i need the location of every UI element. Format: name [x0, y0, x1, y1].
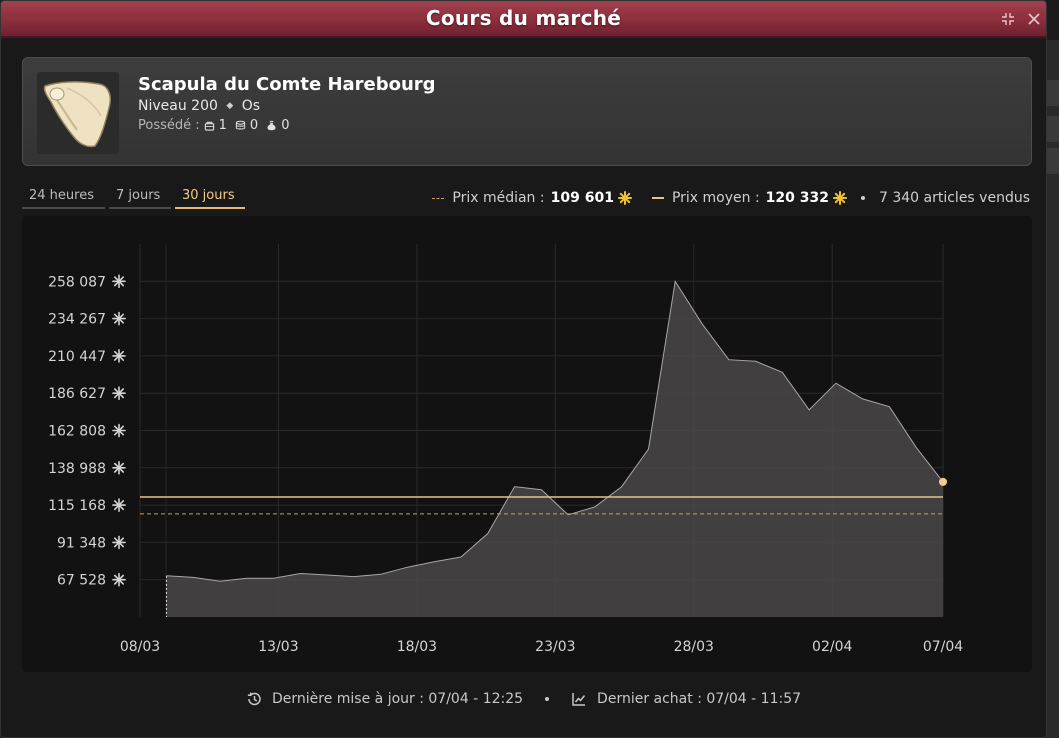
item-level: Niveau 200 [138, 98, 218, 114]
y-tick-label: 258 087 [48, 274, 106, 290]
period-tabs: 24 heures 7 jours 30 jours [22, 187, 245, 209]
minimize-icon[interactable] [997, 8, 1019, 30]
last-purchase: Dernier achat : 07/04 - 11:57 [597, 691, 802, 707]
history-icon [247, 692, 261, 706]
x-tick-label: 18/03 [397, 639, 437, 655]
price-line [166, 280, 944, 582]
scapula-item-icon [37, 72, 119, 154]
x-tick-label: 07/04 [923, 639, 963, 655]
y-tick-label: 210 447 [48, 349, 106, 365]
window-title: Cours du marché [425, 6, 622, 30]
footer: Dernière mise à jour : 07/04 - 12:25 Der… [1, 691, 1046, 707]
kama-icon [832, 191, 847, 205]
trend-chart-icon [572, 693, 586, 706]
mean-legend-swatch [651, 197, 664, 199]
kama-icon [112, 498, 126, 512]
x-tick-label: 02/04 [812, 639, 852, 655]
price-stats: Prix médian : 109 601 Prix moyen : 120 3… [432, 187, 1030, 209]
x-tick-label: 13/03 [258, 639, 298, 655]
bag-icon [267, 120, 276, 131]
bank-icon [235, 120, 246, 130]
price-area [166, 281, 943, 617]
items-sold: 7 340 articles vendus [878, 190, 1030, 206]
last-price-point [939, 477, 947, 486]
y-tick-label: 67 528 [57, 573, 106, 589]
tab-7-days[interactable]: 7 jours [109, 187, 171, 209]
kama-icon [112, 349, 126, 363]
item-card: Scapula du Comte Harebourg Niveau 200 ◆ … [22, 57, 1032, 166]
owned-inventory-count: 1 [218, 118, 227, 133]
separator-dot [545, 697, 550, 701]
item-level-type: Niveau 200 ◆ Os [138, 98, 260, 114]
item-owned: Possédé : 1 0 0 [138, 118, 293, 133]
kama-icon [112, 460, 126, 475]
title-bar[interactable]: Cours du marché [1, 1, 1046, 38]
owned-bank-count: 0 [249, 118, 259, 133]
median-value: 109 601 [550, 190, 614, 206]
inventory-icon [204, 121, 214, 131]
last-update: Dernière mise à jour : 07/04 - 12:25 [271, 691, 524, 707]
tab-30-days[interactable]: 30 jours [175, 187, 245, 209]
price-chart-svg: 67 528 91 348 115 168 138 988 162 808 186 627… [48, 244, 963, 655]
tab-24-hours[interactable]: 24 heures [22, 187, 105, 209]
x-tick-label: 28/03 [674, 639, 714, 655]
kama-icon [112, 423, 126, 438]
x-tick-label: 08/03 [120, 639, 160, 655]
y-tick-label: 162 808 [48, 423, 106, 439]
y-tick-label: 91 348 [57, 535, 106, 551]
kama-icon [112, 274, 126, 289]
kama-icon [112, 572, 126, 587]
separator-dot [860, 196, 865, 200]
separator-diamond-icon: ◆ [226, 101, 234, 111]
kama-icon [112, 386, 126, 401]
kama-icon [617, 191, 632, 205]
y-tick-label: 234 267 [48, 312, 106, 328]
item-name: Scapula du Comte Harebourg [138, 74, 436, 95]
kama-icon [112, 311, 126, 326]
background-panel [1046, 40, 1059, 738]
kama-icon [112, 535, 126, 550]
y-tick-label: 186 627 [48, 386, 106, 402]
owned-label: Possédé : [138, 118, 200, 133]
price-chart[interactable]: 67 528 91 348 115 168 138 988 162 808 186 627… [22, 216, 1032, 672]
y-tick-label: 115 168 [48, 498, 106, 514]
mean-label: Prix moyen : [671, 190, 760, 206]
y-tick-label: 138 988 [48, 461, 106, 477]
median-legend-swatch [432, 197, 445, 199]
median-label: Prix médian : [452, 190, 545, 206]
x-tick-label: 23/03 [535, 639, 575, 655]
close-icon[interactable] [1023, 8, 1045, 30]
mean-value: 120 332 [765, 190, 829, 206]
owned-bag-count: 0 [281, 118, 290, 133]
item-type: Os [241, 98, 261, 114]
